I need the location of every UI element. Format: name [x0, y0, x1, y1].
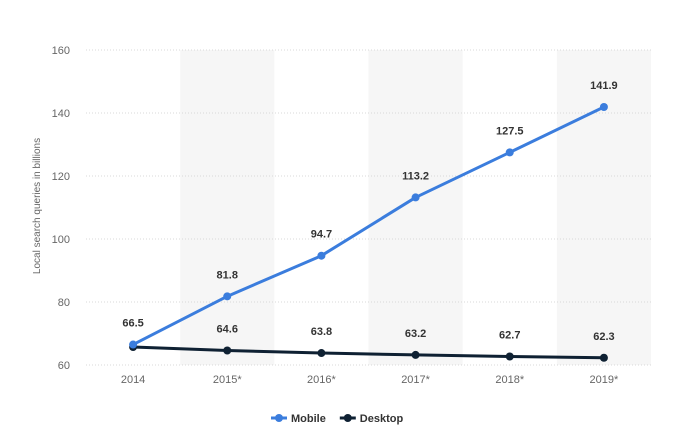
data-point-desktop[interactable]	[317, 349, 326, 358]
x-tick-label: 2014	[121, 374, 145, 386]
data-labels: 66.5 81.8 94.7 113.2 127.5 141.9 64.6 63.8 63.2 6…	[122, 80, 617, 343]
data-label-mobile: 94.7	[311, 229, 332, 241]
series-line-mobile[interactable]	[131, 105, 606, 347]
column-band	[368, 50, 463, 365]
alternating-column-bands	[180, 50, 651, 365]
legend-item-mobile[interactable]: Mobile	[271, 413, 326, 425]
data-point-mobile[interactable]	[411, 193, 420, 202]
data-label-desktop: 64.6	[217, 324, 238, 336]
data-point-mobile[interactable]	[129, 340, 138, 349]
legend-swatch-marker	[275, 414, 283, 422]
legend-label: Desktop	[360, 413, 404, 425]
series-line-desktop[interactable]	[131, 345, 606, 360]
data-point-desktop[interactable]	[223, 346, 232, 355]
y-axis-title: Local search queries in billions	[32, 138, 43, 274]
x-tick-label: 2018*	[495, 374, 524, 386]
x-tick-label: 2017*	[401, 374, 430, 386]
legend-label: Mobile	[291, 413, 326, 425]
y-tick-label: 120	[52, 171, 70, 183]
legend[interactable]: Mobile Desktop	[271, 413, 403, 425]
data-label-mobile: 127.5	[496, 125, 524, 137]
column-band	[180, 50, 275, 365]
data-label-mobile: 141.9	[590, 80, 618, 92]
y-tick-label: 80	[58, 297, 70, 309]
y-tick-label: 60	[58, 360, 70, 372]
data-point-desktop[interactable]	[505, 352, 514, 361]
data-label-desktop: 63.2	[405, 328, 426, 340]
data-point-mobile[interactable]	[317, 251, 326, 260]
data-point-mobile[interactable]	[223, 292, 232, 301]
data-label-desktop: 62.7	[499, 329, 520, 341]
y-tick-label: 140	[52, 108, 70, 120]
data-point-desktop[interactable]	[599, 353, 608, 362]
y-tick-label: 160	[52, 45, 70, 57]
gridlines	[86, 49, 651, 366]
y-tick-label: 100	[52, 234, 70, 246]
data-label-mobile: 113.2	[402, 170, 429, 182]
legend-swatch-marker	[343, 414, 352, 422]
x-tick-label: 2015*	[213, 374, 242, 386]
data-point-mobile[interactable]	[505, 148, 514, 157]
data-label-mobile: 66.5	[122, 318, 143, 330]
x-tick-label: 2016*	[307, 374, 336, 386]
data-label-desktop: 63.8	[311, 326, 332, 338]
data-label-mobile: 81.8	[217, 269, 238, 281]
data-label-desktop: 62.3	[593, 331, 614, 343]
series-points	[129, 103, 608, 362]
x-tick-label: 2019*	[590, 374, 619, 386]
series-lines	[131, 105, 606, 360]
data-point-mobile[interactable]	[599, 103, 608, 112]
column-band	[556, 50, 651, 365]
legend-item-desktop[interactable]: Desktop	[339, 413, 404, 425]
x-axis-ticks: 2014 2015* 2016* 2017* 2018* 2019*	[121, 374, 619, 386]
y-axis-ticks: 60 80 100 120 140 160	[52, 45, 70, 372]
data-point-desktop[interactable]	[411, 350, 420, 359]
